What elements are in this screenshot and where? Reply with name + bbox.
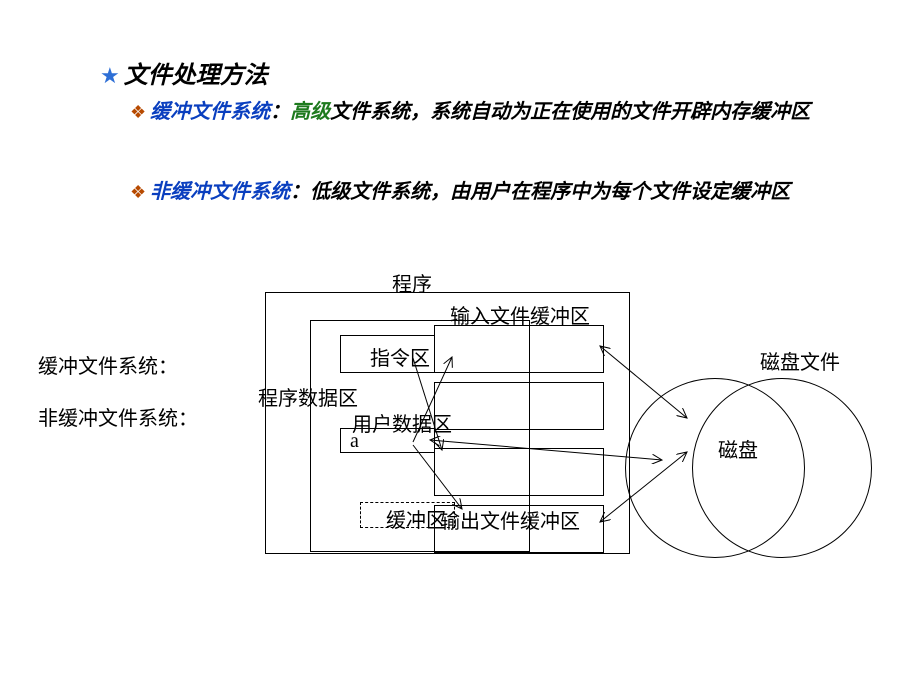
bullet1-rest: 文件系统，系统自动为正在使用的文件开辟内存缓冲区	[330, 101, 810, 123]
label-buffer: 缓冲区	[386, 504, 446, 533]
box-input-buffer	[434, 325, 604, 373]
bullet1-colon: ：	[270, 101, 290, 123]
label-outbuf: 输出文件缓冲区	[440, 505, 580, 534]
page-title: 文件处理方法	[124, 63, 268, 89]
bullet2-term: 非缓冲文件系统	[150, 181, 290, 203]
label-diskfile: 磁盘文件	[760, 346, 840, 375]
label-a: a	[350, 430, 359, 453]
side-label-buffered: 缓冲文件系统：	[38, 350, 178, 379]
box-slot-2	[434, 382, 604, 430]
bullet2-colon: ：	[290, 181, 310, 203]
label-instruction: 指令区	[370, 342, 430, 371]
box-slot-3	[434, 448, 604, 496]
side-label-unbuffered: 非缓冲文件系统：	[38, 402, 198, 431]
label-userdata: 用户数据区	[352, 408, 452, 437]
bullet-2: ❖ 非缓冲文件系统：低级文件系统，由用户在程序中为每个文件设定缓冲区	[130, 175, 870, 211]
diamond-icon: ❖	[130, 102, 146, 122]
diamond-icon: ❖	[130, 182, 146, 202]
label-progdata: 程序数据区	[258, 382, 358, 411]
star-icon: ★	[100, 63, 120, 88]
disk-circle-2	[692, 378, 872, 558]
bullet2-rest: 低级文件系统，由用户在程序中为每个文件设定缓冲区	[310, 181, 790, 203]
label-inbuf: 输入文件缓冲区	[450, 300, 590, 329]
bullet1-hi: 高级	[290, 101, 330, 123]
slide-root: { "heading": { "star": "★", "title": "文件…	[0, 0, 920, 690]
bullet1-term: 缓冲文件系统	[150, 101, 270, 123]
label-disk: 磁盘	[718, 434, 758, 463]
label-program: 程序	[392, 268, 432, 297]
heading-line: ★ 文件处理方法	[100, 55, 268, 90]
bullet-1: ❖ 缓冲文件系统：高级文件系统，系统自动为正在使用的文件开辟内存缓冲区	[130, 95, 870, 131]
